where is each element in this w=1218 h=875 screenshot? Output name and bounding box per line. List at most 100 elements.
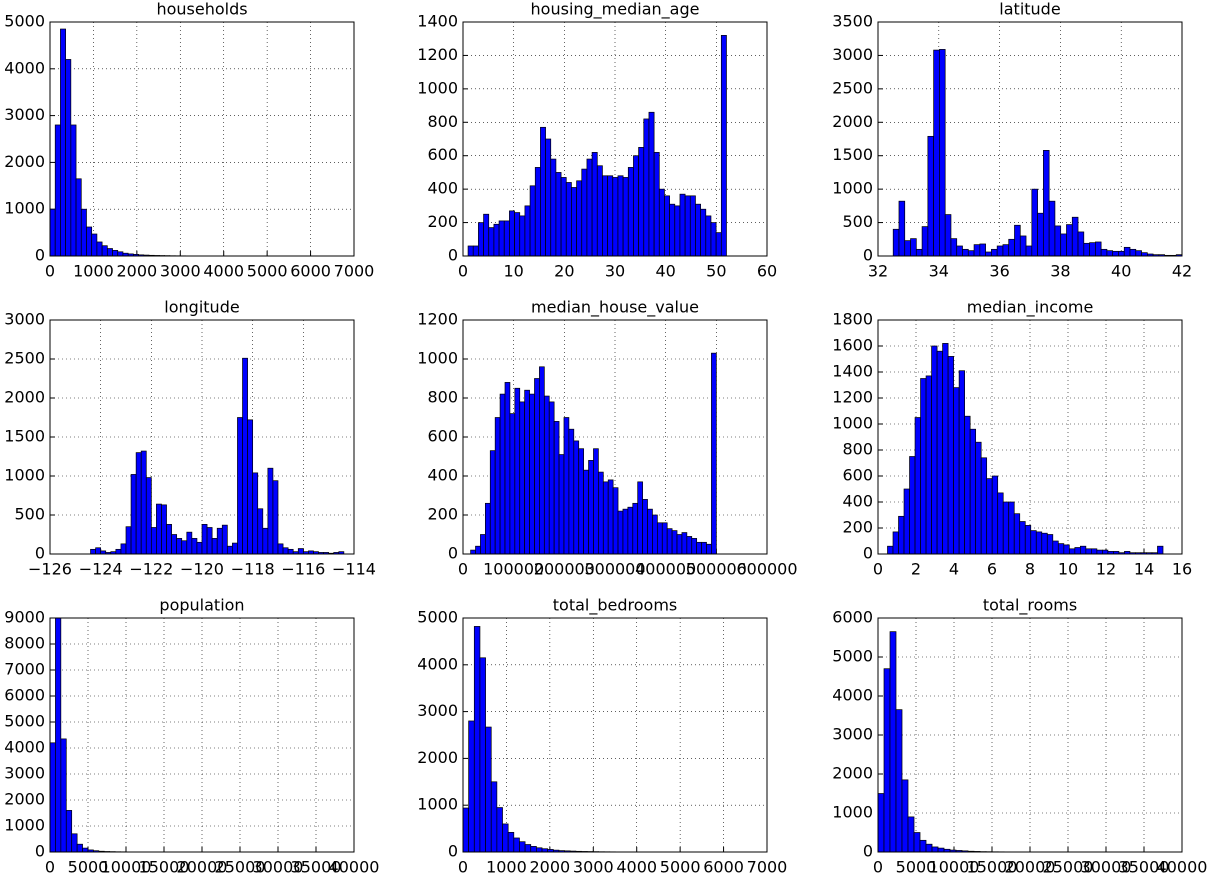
bar — [247, 419, 254, 555]
bar — [1118, 250, 1125, 257]
bar — [617, 175, 624, 257]
bar — [696, 541, 702, 555]
bar — [591, 152, 598, 257]
bar — [892, 531, 899, 555]
bar — [921, 226, 929, 257]
panel-title: total_bedrooms — [553, 596, 677, 616]
bar — [1052, 540, 1059, 555]
bar — [907, 816, 915, 853]
x-tick-label: 10 — [1058, 560, 1078, 579]
x-tick-label: −126 — [28, 560, 72, 579]
bar — [607, 175, 614, 257]
x-tick-label: 0 — [458, 858, 468, 875]
y-tick-label: 4000 — [832, 686, 873, 705]
bar — [95, 547, 102, 555]
bar — [583, 469, 589, 555]
bar — [909, 456, 916, 555]
bar — [470, 549, 476, 555]
bar — [1060, 233, 1067, 257]
bar — [904, 240, 911, 257]
bar — [125, 526, 132, 555]
bar — [925, 843, 933, 853]
bar — [543, 395, 550, 555]
bar — [140, 450, 147, 555]
bar — [1057, 543, 1065, 555]
y-tick-label: 9000 — [4, 608, 45, 627]
bar — [967, 250, 975, 257]
x-tick-label: 50 — [706, 262, 726, 281]
y-tick-label: 5000 — [4, 12, 45, 31]
bar — [898, 200, 906, 257]
bar — [633, 155, 639, 257]
y-tick-label: 0 — [863, 544, 873, 563]
y-tick-label: 200 — [427, 212, 458, 231]
x-tick-label: 15000 — [967, 858, 1018, 875]
axes-frame — [877, 319, 1183, 555]
y-tick-label: 600 — [427, 427, 458, 446]
bar — [115, 548, 122, 555]
bar — [1002, 501, 1010, 555]
bar — [657, 522, 663, 555]
bar — [711, 352, 717, 555]
bar — [1096, 549, 1103, 555]
y-tick-label: 2000 — [4, 388, 45, 407]
x-tick-label: 0 — [45, 262, 55, 281]
bar — [479, 657, 486, 853]
y-tick-label: 2500 — [4, 349, 45, 368]
y-tick-label: 1000 — [832, 803, 873, 822]
bar — [914, 417, 921, 555]
y-tick-label: 3500 — [832, 12, 873, 31]
bar — [1013, 513, 1021, 555]
bar — [598, 471, 604, 555]
y-tick-label: 4000 — [4, 58, 45, 77]
panel-title: housing_median_age — [531, 0, 700, 20]
bar — [49, 208, 56, 257]
bar — [232, 542, 238, 555]
bar — [186, 531, 193, 555]
bar — [101, 245, 108, 257]
x-tick-label: 10000 — [101, 858, 152, 875]
y-tick-label: 1000 — [832, 414, 873, 433]
y-tick-label: 800 — [427, 112, 458, 131]
bar — [985, 251, 992, 257]
bar — [242, 357, 248, 555]
y-tick-label: 1200 — [417, 310, 458, 329]
x-tick-label: 6000 — [290, 262, 331, 281]
bar — [986, 478, 993, 555]
bar — [898, 515, 905, 555]
bar — [1063, 544, 1070, 555]
bar — [60, 28, 66, 257]
bar — [1083, 242, 1090, 257]
x-tick-label: 600000 — [736, 560, 797, 579]
bar — [117, 251, 124, 257]
bar — [695, 203, 701, 257]
bar — [706, 543, 712, 555]
bar — [622, 508, 629, 555]
x-tick-label: −118 — [231, 560, 275, 579]
x-tick-label: 1000 — [73, 262, 114, 281]
axes-frame — [877, 21, 1183, 257]
bar — [485, 726, 492, 853]
x-tick-label: 4 — [949, 560, 959, 579]
bar — [568, 428, 575, 555]
bar — [920, 378, 927, 555]
bar — [919, 839, 927, 853]
bar — [509, 413, 516, 555]
bar — [65, 810, 73, 853]
bar — [980, 457, 988, 555]
x-tick-label: 6000 — [703, 858, 744, 875]
x-tick-label: −122 — [129, 560, 173, 579]
y-tick-label: 6000 — [4, 686, 45, 705]
y-tick-label: 8000 — [4, 634, 45, 653]
bar — [578, 448, 584, 555]
bar — [553, 421, 560, 555]
bar — [1100, 248, 1108, 257]
bar — [1079, 545, 1087, 555]
bar — [643, 118, 650, 257]
y-tick-label: 2000 — [832, 764, 873, 783]
bar — [1112, 250, 1119, 257]
axes-frame — [49, 319, 355, 555]
bar — [536, 847, 543, 853]
bar — [622, 177, 629, 257]
bar — [666, 528, 673, 555]
